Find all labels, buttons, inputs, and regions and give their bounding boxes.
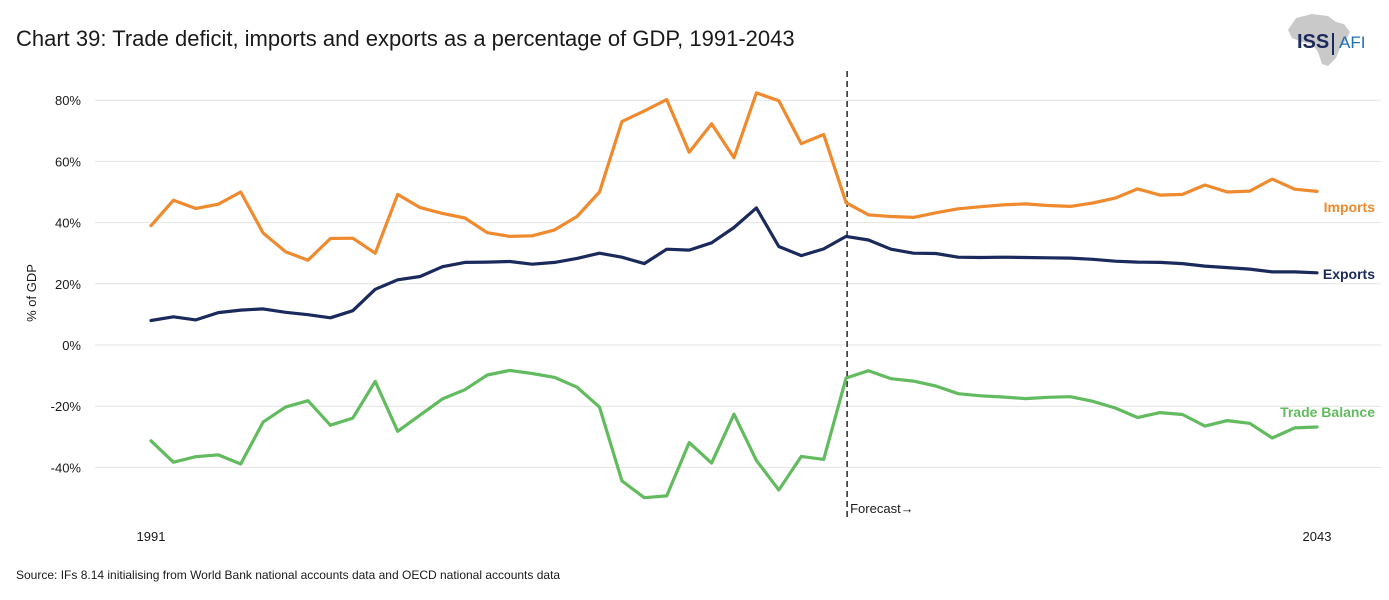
series-label-exports: Exports: [1323, 266, 1375, 282]
y-tick-label: 80%: [55, 93, 81, 108]
y-tick-label: -40%: [51, 460, 82, 475]
forecast-label: Forecast→: [850, 501, 914, 516]
y-tick-label: 40%: [55, 216, 81, 231]
africa-map-icon: [1288, 14, 1350, 66]
source-note: Source: IFs 8.14 initialising from World…: [16, 568, 561, 582]
y-tick-label: -20%: [51, 399, 82, 414]
series-label-imports: Imports: [1324, 199, 1376, 215]
y-tick-label: 0%: [62, 338, 81, 353]
chart-title: Chart 39: Trade deficit, imports and exp…: [16, 26, 795, 51]
series-line-exports: [149, 206, 1319, 323]
x-tick-label: 1991: [137, 529, 166, 544]
gridlines: [95, 99, 1381, 468]
x-axis-ticks: 1991 2043: [137, 529, 1332, 544]
y-axis-ticks: 80% 60% 40% 20% 0% -20% -40%: [51, 93, 82, 475]
logo-primary: ISS: [1297, 31, 1330, 53]
series-label-trade-balance: Trade Balance: [1280, 404, 1375, 420]
line-chart: 80% 60% 40% 20% 0% -20% -40% % of GDP 1991 2043…: [24, 71, 1381, 544]
series-lines: [149, 91, 1319, 500]
series-line-trade-balance: [149, 368, 1319, 500]
series-line-imports: [149, 91, 1319, 262]
y-tick-label: 60%: [55, 154, 81, 169]
x-tick-label: 2043: [1303, 529, 1332, 544]
logo-secondary: AFI: [1339, 33, 1366, 52]
y-axis-label: % of GDP: [24, 264, 39, 322]
series-labels: Imports Exports Trade Balance: [1280, 199, 1375, 420]
y-tick-label: 20%: [55, 277, 81, 292]
logo-separator: [1332, 33, 1334, 55]
